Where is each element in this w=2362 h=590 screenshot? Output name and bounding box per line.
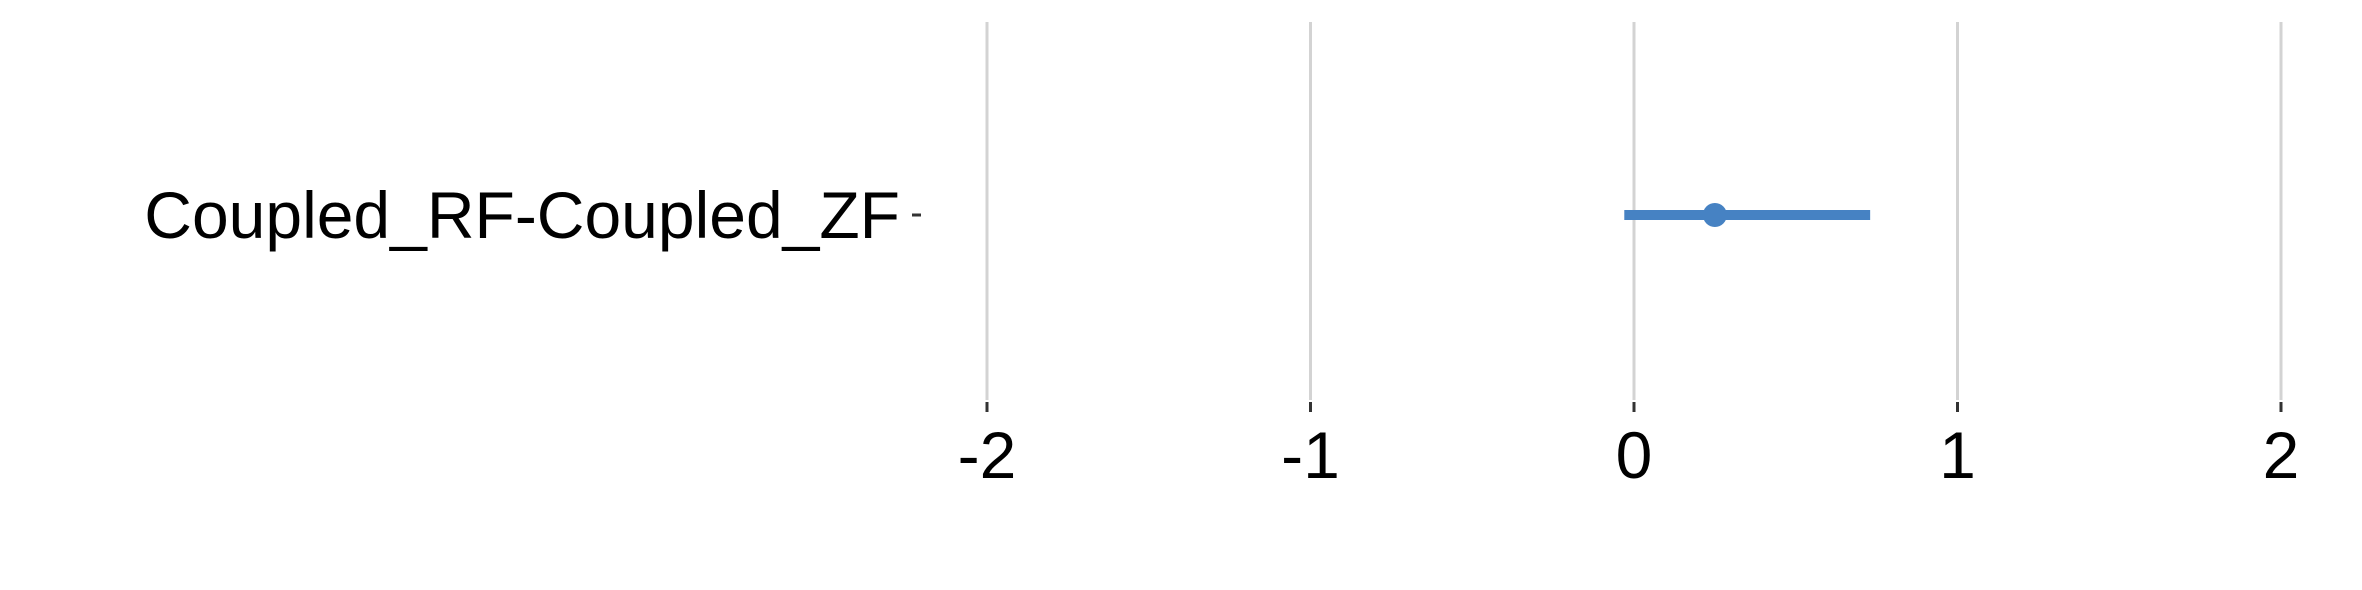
x-tick-label: -1 — [1281, 418, 1340, 492]
x-tick-label: 0 — [1616, 418, 1653, 492]
y-tick-label: Coupled_RF-Coupled_ZF — [144, 178, 900, 252]
point-estimate — [1702, 203, 1727, 227]
x-tick-label: 1 — [1939, 418, 1976, 492]
y-axis: Coupled_RF-Coupled_ZF — [144, 178, 921, 252]
x-axis: -2 -1 0 1 2 — [958, 402, 2300, 492]
x-tick-label: -2 — [958, 418, 1017, 492]
x-tick-label: 2 — [2263, 418, 2300, 492]
data-marks — [1624, 203, 1871, 227]
